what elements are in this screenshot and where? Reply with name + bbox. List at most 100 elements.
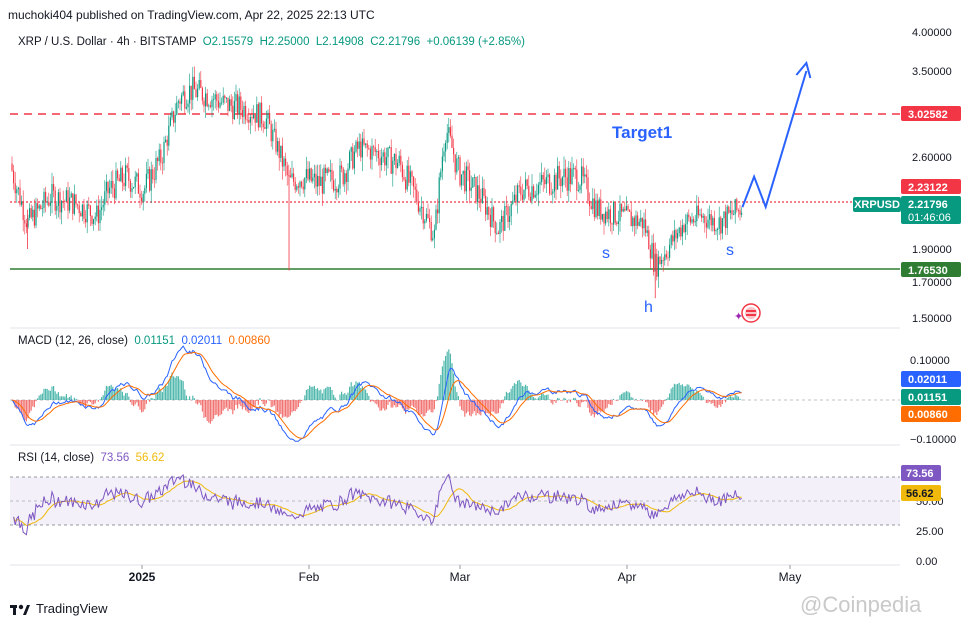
candle-body bbox=[459, 157, 461, 186]
macd-histogram-bar bbox=[707, 400, 709, 404]
candle-body bbox=[275, 128, 277, 152]
macd-histogram-bar bbox=[149, 400, 151, 402]
candle-body bbox=[230, 99, 232, 106]
macd-histogram-bar bbox=[357, 382, 359, 400]
candle-body bbox=[437, 209, 439, 214]
tradingview-footer[interactable]: TradingView bbox=[10, 601, 108, 616]
candle-body bbox=[651, 243, 653, 259]
macd-histogram-bar bbox=[541, 393, 543, 400]
macd-histogram-bar bbox=[446, 351, 448, 400]
macd-histogram-bar bbox=[529, 394, 531, 400]
head-annotation[interactable]: h bbox=[644, 299, 653, 316]
macd-histogram-bar bbox=[637, 400, 639, 401]
macd-histogram-bar bbox=[101, 397, 103, 400]
candle-body bbox=[438, 177, 440, 214]
macd-label-text: 0.00860 bbox=[908, 409, 948, 421]
candle-body bbox=[256, 104, 258, 123]
macd-histogram-bar bbox=[465, 400, 467, 414]
candle-body bbox=[368, 147, 370, 149]
macd-histogram-bar bbox=[155, 393, 157, 400]
rsi-legend[interactable]: RSI (14, close) 73.56 56.62 bbox=[18, 452, 164, 464]
shoulder-left-annotation[interactable]: s bbox=[602, 245, 610, 262]
macd-histogram-bar bbox=[646, 400, 648, 403]
candle-body bbox=[41, 208, 43, 209]
macd-histogram-bar bbox=[715, 400, 717, 408]
candle-body bbox=[352, 147, 354, 169]
us-flag-event-icon[interactable]: ✦ bbox=[734, 303, 761, 323]
macd-histogram-bar bbox=[219, 400, 221, 416]
candle-body bbox=[72, 193, 74, 214]
candle-body bbox=[481, 188, 483, 203]
macd-histogram-bar bbox=[505, 391, 507, 400]
candle-body bbox=[355, 141, 357, 152]
target-annotation[interactable]: Target1 bbox=[612, 123, 672, 142]
macd-histogram-bar bbox=[75, 398, 77, 400]
macd-histogram-bar bbox=[717, 400, 719, 408]
macd-label-box bbox=[901, 406, 961, 422]
macd-histogram-bar bbox=[589, 400, 591, 413]
macd-histogram-bar bbox=[200, 400, 202, 406]
macd-histogram-bar bbox=[577, 400, 579, 407]
candle-body bbox=[57, 192, 59, 206]
macd-histogram-bar bbox=[301, 400, 303, 402]
candle-body bbox=[659, 256, 661, 264]
macd-histogram-bar bbox=[601, 400, 603, 412]
shoulder-right-annotation[interactable]: s bbox=[726, 242, 734, 259]
candle-body bbox=[88, 204, 90, 206]
candle-body bbox=[147, 169, 149, 174]
candle-body bbox=[725, 211, 727, 229]
candle-body bbox=[360, 141, 362, 158]
macd-histogram-bar bbox=[99, 399, 101, 400]
candle-body bbox=[77, 204, 79, 206]
projection-path[interactable] bbox=[741, 70, 808, 210]
candle-body bbox=[78, 205, 80, 214]
ticker-tag[interactable]: XRPUSD bbox=[853, 197, 901, 212]
macd-histogram-bar bbox=[144, 400, 146, 410]
macd-histogram-bar bbox=[680, 385, 682, 400]
macd-histogram-bar bbox=[136, 400, 138, 403]
macd-histogram-bar bbox=[217, 400, 219, 417]
candle-body bbox=[38, 205, 40, 209]
candle-body bbox=[353, 151, 355, 169]
macd-histogram-bar bbox=[417, 400, 419, 415]
macd-histogram-bar bbox=[272, 400, 274, 407]
candle-body bbox=[678, 227, 680, 234]
candle-body bbox=[609, 209, 611, 224]
candle-body bbox=[574, 167, 576, 170]
macd-histogram-bar bbox=[142, 400, 144, 412]
candle-body bbox=[467, 166, 469, 171]
candle-body bbox=[579, 185, 581, 191]
candle-body bbox=[128, 167, 130, 182]
candle-body bbox=[419, 208, 421, 212]
macd-legend[interactable]: MACD (12, 26, close) 0.01151 0.02011 0.0… bbox=[18, 335, 270, 347]
candle-body bbox=[43, 191, 45, 209]
macd-histogram-bar bbox=[629, 392, 631, 400]
candle-body bbox=[483, 188, 485, 196]
rsi-tick-label: 0.00 bbox=[916, 556, 937, 568]
candle-body bbox=[104, 191, 106, 205]
macd-histogram-bar bbox=[520, 382, 522, 400]
candle-body bbox=[433, 229, 435, 239]
candle-body bbox=[112, 181, 114, 189]
macd-histogram-bar bbox=[225, 400, 227, 408]
candle-body bbox=[606, 211, 608, 219]
macd-histogram-bar bbox=[609, 400, 611, 405]
candle-body bbox=[73, 194, 75, 214]
macd-histogram-bar bbox=[262, 400, 264, 405]
price-tick-label: 3.50000 bbox=[912, 66, 952, 78]
symbol-legend[interactable]: XRP / U.S. Dollar · 4h · BITSTAMP O2.155… bbox=[18, 36, 525, 48]
macd-histogram-bar bbox=[312, 386, 314, 400]
candle-body bbox=[265, 118, 267, 129]
candle-body bbox=[190, 85, 192, 100]
macd-histogram-bar bbox=[361, 386, 363, 400]
candle-body bbox=[464, 170, 466, 192]
macd-histogram-bar bbox=[133, 400, 135, 407]
candle-body bbox=[509, 216, 511, 222]
macd-histogram-bar bbox=[462, 400, 464, 412]
candle-body bbox=[664, 254, 666, 261]
macd-histogram-bar bbox=[427, 400, 429, 411]
macd-histogram-bar bbox=[281, 400, 283, 418]
candle-body bbox=[405, 179, 407, 190]
